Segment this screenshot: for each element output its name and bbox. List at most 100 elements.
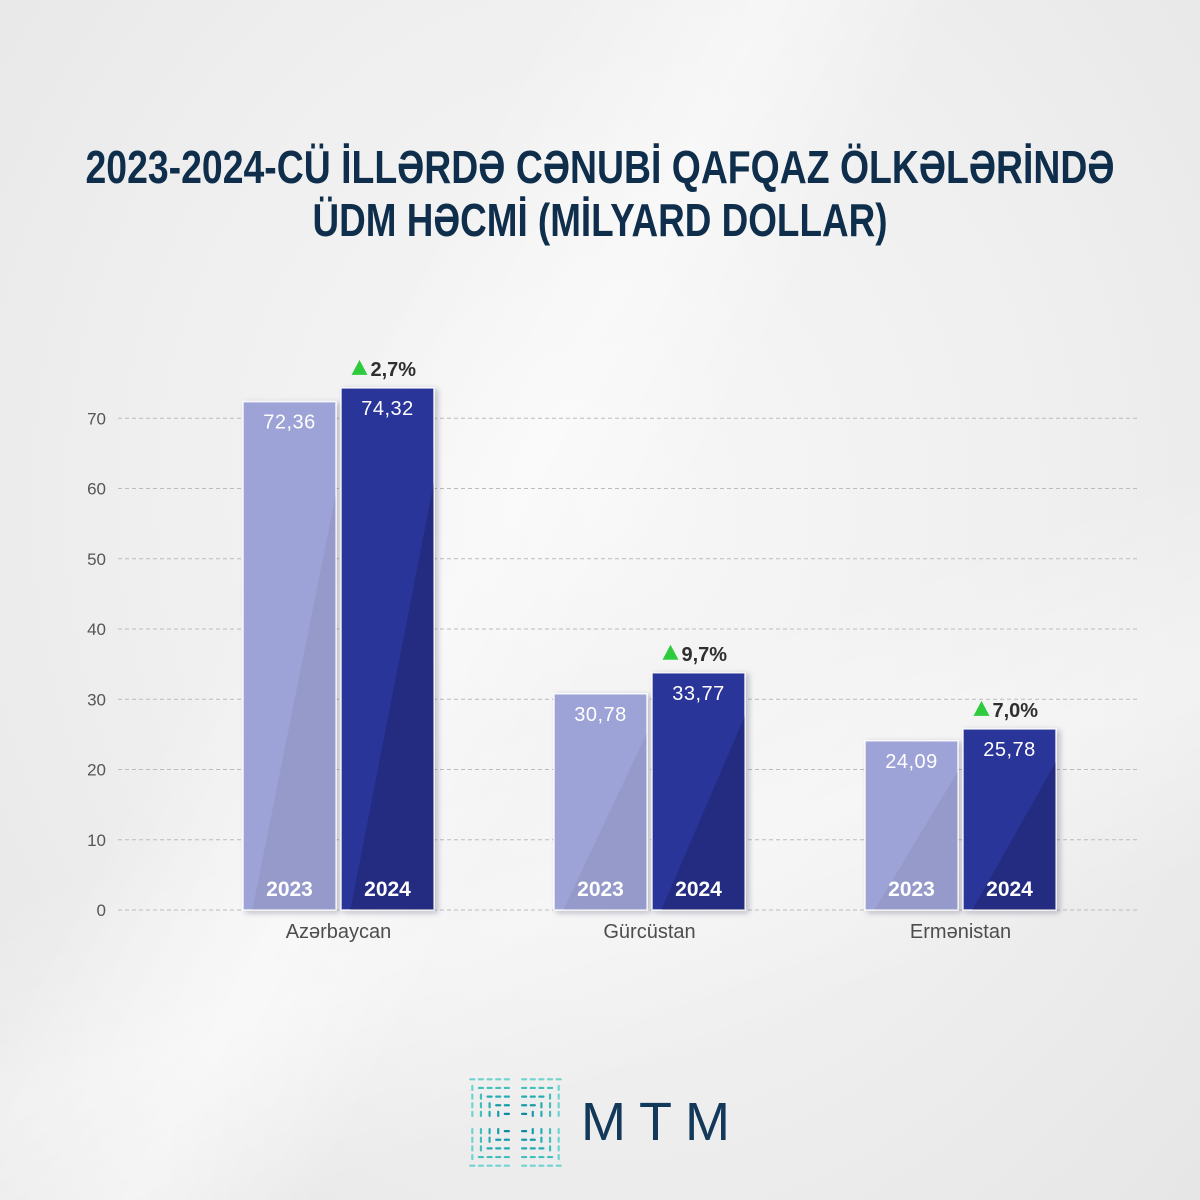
y-tick-label: 30 [87,690,106,709]
logo-dash [488,1102,491,1109]
bar-value-label: 72,36 [263,412,316,434]
bar-value-label: 30,78 [574,704,627,726]
bars [242,387,1057,911]
logo-dash [471,1102,474,1109]
logo-dash [486,1095,493,1098]
bar-year-label: 2023 [888,878,935,901]
logo-dash [538,1164,545,1167]
logo-dash [479,1136,483,1143]
logo-dash [486,1078,493,1081]
bar-shading [252,493,336,910]
bar-shading [661,715,745,910]
chart-title-line-2: ÜDM HƏCMİ (MİLYARD DOLLAR) [313,194,888,246]
logo-dash [495,1155,502,1159]
logo-dash [486,1086,493,1090]
y-tick-label: 60 [87,480,106,499]
logo-dash [471,1136,474,1143]
logo-dash [477,1086,485,1090]
bar-value-label: 74,32 [361,398,414,420]
logo-dash [538,1086,545,1090]
bar [242,400,337,911]
logo-dash [538,1095,545,1098]
growth-annotations: 2,7% 9,7% 7,0% [351,359,1039,722]
logo-dash [479,1102,483,1109]
logo-dash [471,1145,474,1152]
logo-dash [555,1164,562,1167]
logo-dash [477,1164,485,1167]
growth-annotation: 2,7% [351,359,417,381]
logo-dash [486,1164,493,1167]
logo-dash [557,1136,560,1143]
logo-dash [521,1112,528,1115]
bar-year-label: 2023 [266,878,313,901]
growth-percent-label: 2,7% [371,359,417,381]
logo-dash [540,1102,543,1109]
logo-dash [529,1104,536,1107]
chart-title: 2023-2024-CÜ İLLƏRDƏ CƏNUBİ QAFQAZ ÖLKƏL… [86,141,1115,246]
logo-dash [546,1155,554,1159]
logo-dash [521,1095,528,1098]
chart-title-line-1: 2023-2024-CÜ İLLƏRDƏ CƏNUBİ QAFQAZ ÖLKƏL… [86,141,1115,193]
logo-dash [497,1128,500,1135]
logo-dash [469,1078,476,1081]
logo-dash [521,1104,528,1107]
logo-dash [469,1164,476,1167]
logo-dash [471,1128,474,1135]
triangle-up-icon [351,359,368,375]
logo-dash [477,1078,485,1081]
bar-year-label: 2024 [986,878,1033,901]
logo-dash [521,1164,528,1167]
logo-dash [529,1155,536,1159]
logo-dash [529,1138,536,1141]
logo-dash [540,1128,543,1135]
logo-dash [548,1102,552,1109]
logo-dash [557,1102,560,1109]
bar-value-label: 24,09 [885,751,938,773]
growth-percent-label: 9,7% [682,644,728,666]
logo-dash [521,1130,528,1133]
logo-dash [557,1153,560,1161]
logo-dash [548,1145,552,1152]
bar-year-label: 2023 [577,878,624,901]
logo-dash [557,1145,560,1152]
logo-dash [557,1093,560,1100]
logo-dash [479,1128,483,1135]
logo-dash [471,1153,474,1161]
logo-dash [531,1110,534,1117]
logo-dash [503,1164,510,1167]
logo-dash [529,1164,536,1167]
logo-dash [488,1136,491,1143]
logo-dash [471,1110,474,1117]
logo-dash [531,1128,534,1135]
logo-dash [471,1093,474,1100]
bar-shading [874,771,958,910]
logo-dash [557,1128,560,1135]
logo-dash [548,1136,552,1143]
logo-dash [529,1147,536,1150]
logo-dash [479,1145,483,1152]
bar-shading [350,481,434,910]
logo-dash [521,1086,528,1090]
growth-percent-label: 7,0% [993,700,1039,722]
x-category-label: Gürcüstan [603,921,695,943]
logo-dash [495,1138,502,1141]
logo-dash [546,1086,554,1090]
growth-annotation: 7,0% [973,700,1039,722]
growth-annotation: 9,7% [662,644,728,666]
logo-dash [479,1110,483,1117]
logo-dash [503,1147,510,1150]
x-category-label: Ermənistan [910,921,1011,943]
logo-dash [540,1110,543,1117]
logo-dash [546,1078,554,1081]
logo-dash [503,1112,510,1115]
bar [651,672,746,911]
y-axis-tick-labels: 0 10 20 30 40 50 60 70 [87,409,106,920]
logo-dash [503,1095,510,1098]
logo: MTM [469,1078,730,1167]
logo-dash [495,1147,502,1150]
logo-dash [495,1095,502,1098]
y-tick-label: 40 [87,620,106,639]
logo-dash [488,1128,491,1135]
x-axis-category-labels: Azərbaycan Gürcüstan Ermənistan [286,921,1011,943]
